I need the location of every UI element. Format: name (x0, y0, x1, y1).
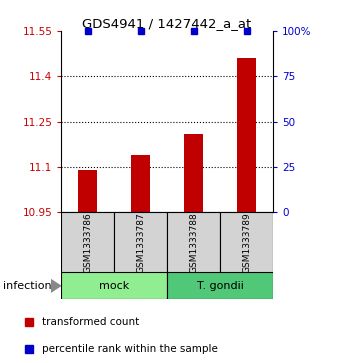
Bar (61, 272, 167, 299)
Bar (114, 212, 167, 272)
Bar (220, 212, 273, 272)
Text: transformed count: transformed count (42, 317, 139, 327)
Polygon shape (51, 280, 61, 292)
Text: GSM1333788: GSM1333788 (189, 212, 198, 273)
Text: mock: mock (99, 281, 129, 291)
Text: GSM1333787: GSM1333787 (136, 212, 145, 273)
Text: percentile rank within the sample: percentile rank within the sample (42, 344, 218, 354)
Text: infection: infection (4, 281, 52, 291)
Bar (78, 170, 97, 212)
Bar (237, 58, 256, 212)
Bar (184, 134, 203, 212)
Bar (61, 212, 114, 272)
Text: GSM1333789: GSM1333789 (242, 212, 251, 273)
Bar (167, 212, 220, 272)
Bar (167, 272, 273, 299)
Bar (131, 155, 150, 212)
Text: T. gondii: T. gondii (197, 281, 244, 291)
Text: GSM1333786: GSM1333786 (83, 212, 92, 273)
Title: GDS4941 / 1427442_a_at: GDS4941 / 1427442_a_at (83, 17, 252, 30)
